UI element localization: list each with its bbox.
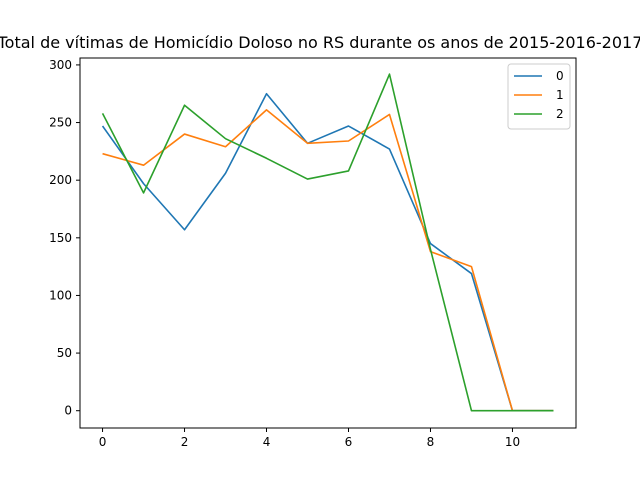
- y-tick-label: 250: [49, 116, 72, 130]
- x-tick-label: 6: [345, 435, 353, 449]
- series-line-2: [101, 73, 554, 412]
- x-axis-ticks: 0 2 4 6 8 10: [99, 428, 520, 449]
- legend-label-2: 2: [556, 107, 564, 121]
- legend-label-0: 0: [556, 69, 564, 83]
- y-tick-label: 200: [49, 173, 72, 187]
- legend-label-1: 1: [556, 88, 564, 102]
- y-tick-label: 150: [49, 231, 72, 245]
- y-tick-label: 100: [49, 288, 72, 302]
- x-tick-label: 10: [505, 435, 520, 449]
- plot-frame: [79, 57, 577, 429]
- y-axis-ticks: 0 50 100 150 200 250 300: [49, 58, 80, 418]
- y-tick-label: 50: [57, 346, 72, 360]
- legend-box: [507, 63, 571, 130]
- legend: 0 1 2: [507, 63, 571, 130]
- y-tick-label: 0: [64, 404, 72, 418]
- series-lines: [101, 73, 554, 412]
- x-tick-label: 2: [181, 435, 189, 449]
- x-tick-label: 0: [99, 435, 107, 449]
- x-tick-label: 4: [263, 435, 271, 449]
- chart-title: Total de vítimas de Homicídio Doloso no …: [0, 33, 640, 52]
- series-line-0: [101, 92, 554, 412]
- series-line-1: [102, 109, 554, 412]
- x-tick-label: 8: [427, 435, 435, 449]
- y-tick-label: 300: [49, 58, 72, 72]
